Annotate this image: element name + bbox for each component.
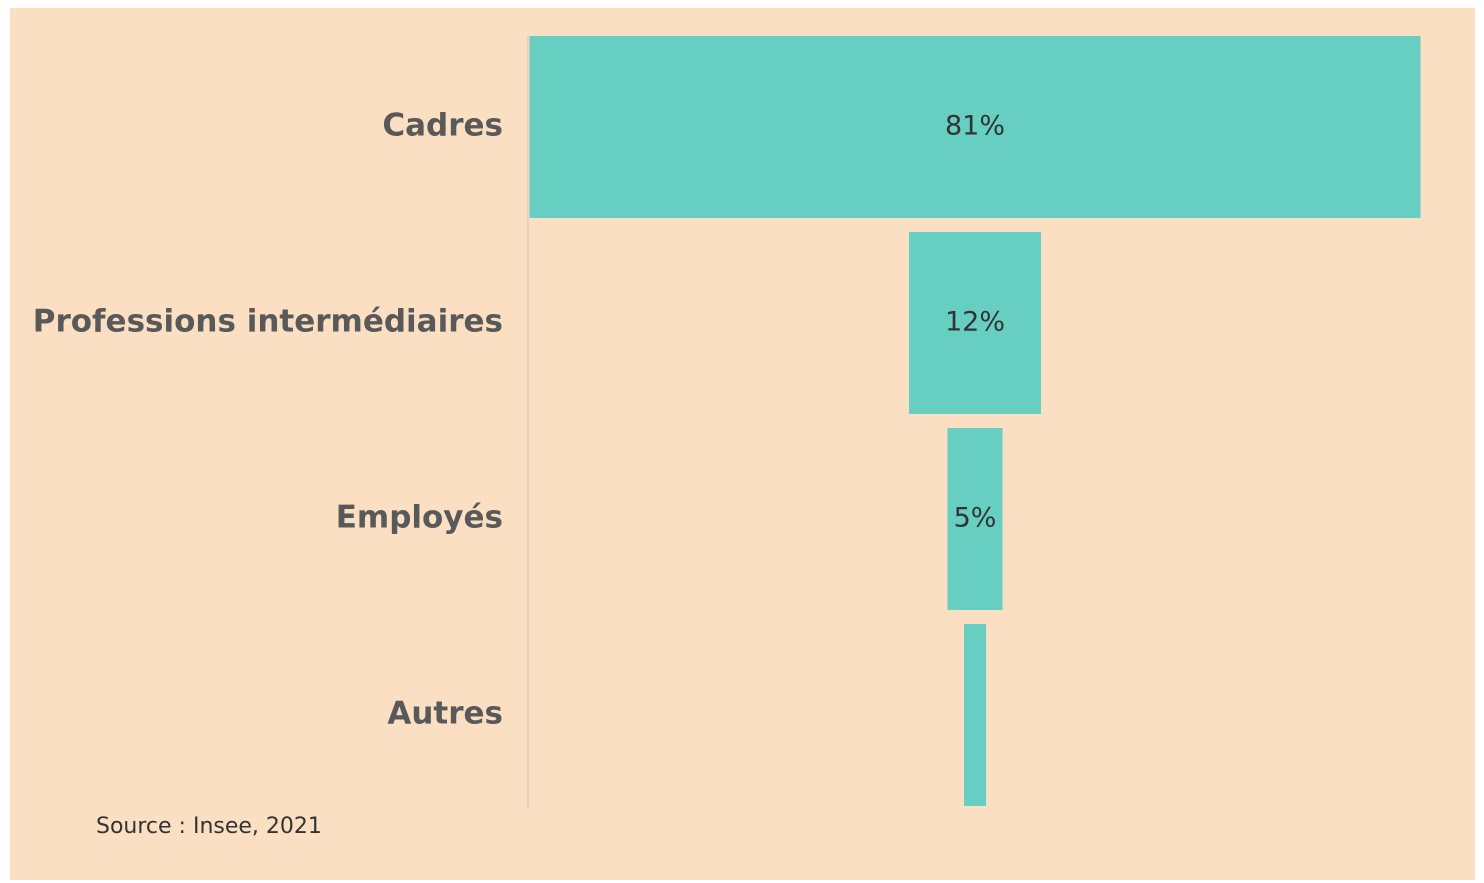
category-label: Autres	[387, 696, 503, 732]
bar	[529, 36, 1421, 218]
category-label: Employés	[336, 500, 503, 536]
value-label: 81%	[945, 111, 1005, 142]
value-label: 5%	[954, 503, 997, 534]
value-label: 12%	[945, 307, 1005, 338]
bar	[964, 624, 986, 806]
category-label: Cadres	[382, 108, 503, 144]
bar	[909, 232, 1041, 414]
category-label: Professions intermédiaires	[33, 304, 503, 340]
bar	[947, 428, 1003, 610]
source: Source : Insee, 2021	[96, 814, 322, 839]
